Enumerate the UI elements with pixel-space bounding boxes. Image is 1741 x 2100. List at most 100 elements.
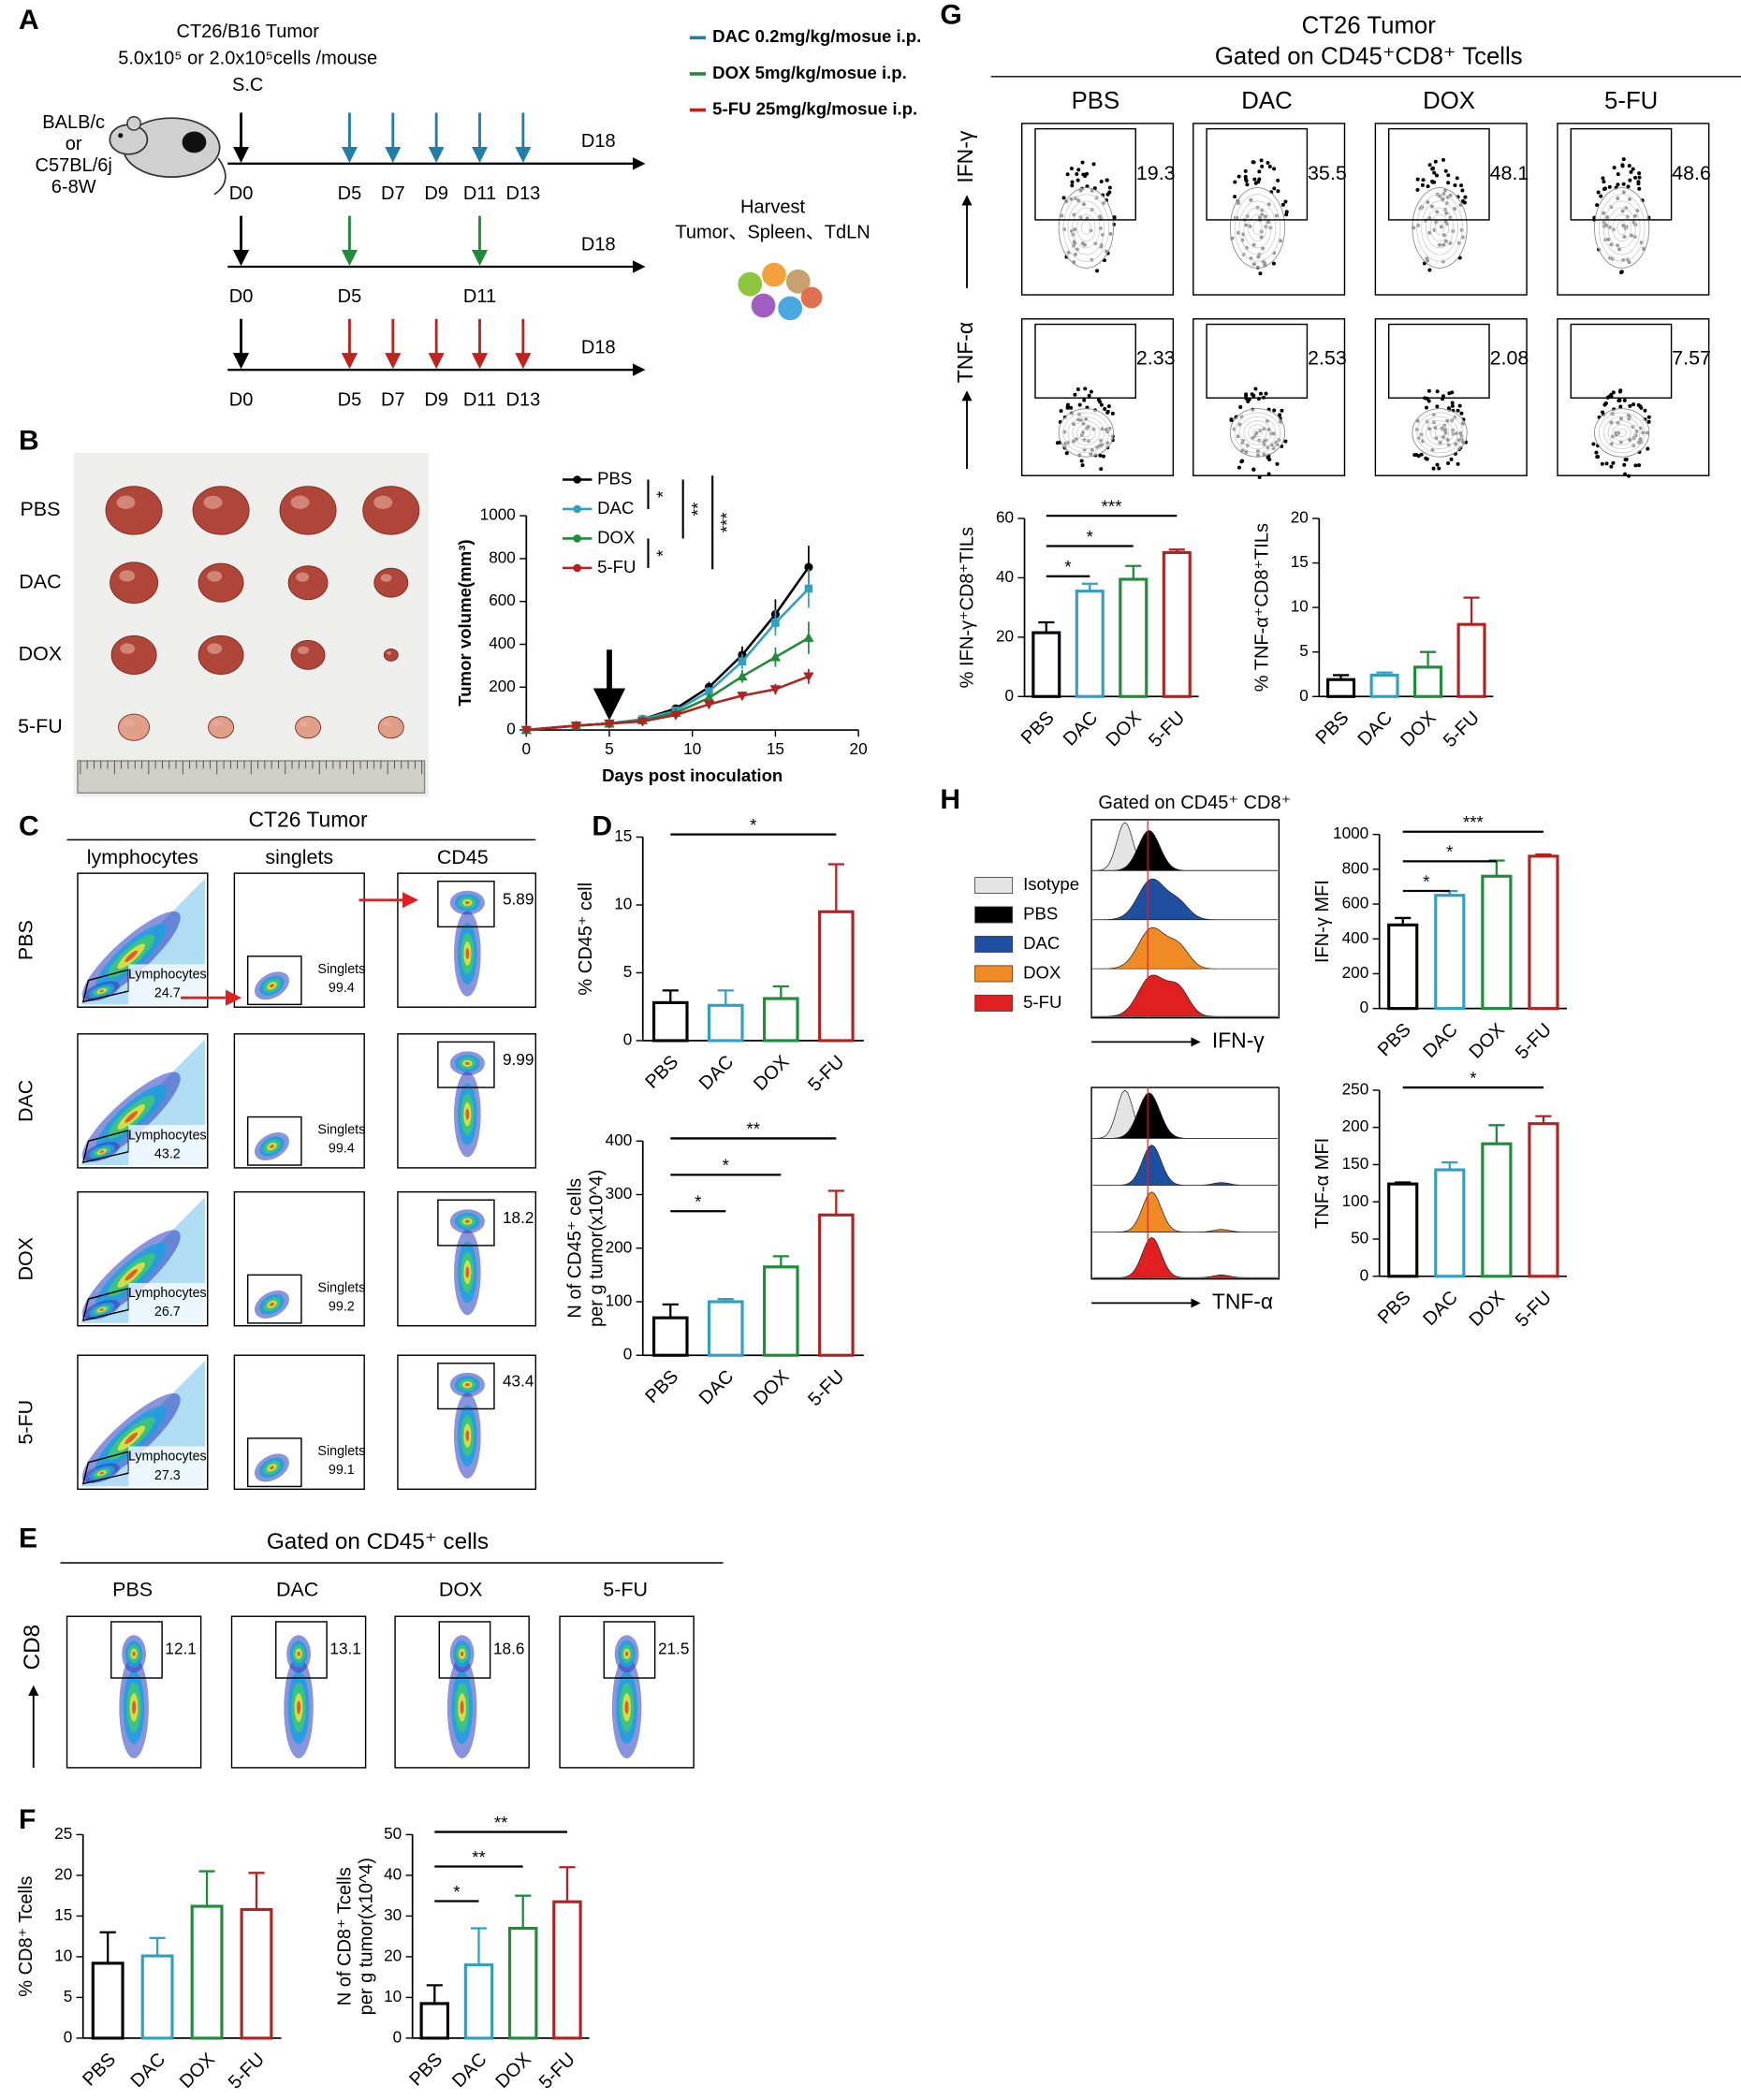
tumor xyxy=(192,486,250,535)
column-header: DAC xyxy=(1241,88,1292,114)
tumor-text: S.C xyxy=(232,75,263,95)
event xyxy=(1412,453,1417,458)
harvest-text: Harvest xyxy=(740,197,805,217)
tumor-highlight xyxy=(373,495,393,509)
series-line xyxy=(526,675,810,732)
legend-label: DAC xyxy=(1023,933,1060,953)
density xyxy=(99,1150,105,1154)
x-tick-label: PBS xyxy=(641,1366,682,1407)
y-axis-label: % CD45⁺ cell xyxy=(576,882,596,996)
point xyxy=(804,562,813,572)
gate-label-bg xyxy=(128,1282,207,1323)
y-tick-label: 250 xyxy=(1342,1079,1369,1098)
density xyxy=(624,1651,629,1656)
tumor-highlight xyxy=(387,650,392,655)
tumor-highlight xyxy=(207,571,223,582)
event xyxy=(1427,268,1432,272)
gate-name: Singlets xyxy=(317,1280,365,1295)
tumor xyxy=(287,565,329,601)
event xyxy=(1637,463,1642,468)
event xyxy=(1069,405,1074,410)
event xyxy=(1101,454,1105,459)
histogram xyxy=(1092,926,1278,970)
significance-label: * xyxy=(723,1156,729,1175)
gate-value: 99.2 xyxy=(329,1299,355,1314)
y-tick-label: 400 xyxy=(606,1130,633,1149)
point xyxy=(738,657,747,666)
panel-letter: A xyxy=(19,5,39,36)
density xyxy=(124,1111,139,1123)
tumor xyxy=(377,716,404,739)
event xyxy=(1609,464,1614,469)
x-tick-label: 5-FU xyxy=(804,1366,848,1410)
event xyxy=(1251,467,1256,472)
event xyxy=(1257,474,1262,479)
y-tick-label: 0 xyxy=(1360,1265,1369,1284)
event xyxy=(1627,164,1631,168)
event xyxy=(1456,408,1460,413)
event xyxy=(1106,404,1111,409)
event xyxy=(1639,405,1644,410)
event xyxy=(1431,466,1436,471)
event xyxy=(1419,452,1424,457)
gate-value: 2.33 xyxy=(1136,346,1176,369)
axis-label: IFN-γ xyxy=(1212,1028,1265,1052)
event xyxy=(1236,174,1241,179)
event xyxy=(1112,216,1117,221)
event xyxy=(1441,394,1445,399)
tumor xyxy=(110,634,157,675)
x-tick-label: DAC xyxy=(1419,1288,1461,1330)
gate-value: 9.99 xyxy=(503,1050,534,1069)
tumor-highlight xyxy=(296,572,310,582)
legend-swatch xyxy=(974,877,1014,895)
event xyxy=(1272,186,1277,191)
y-tick-label: 10 xyxy=(54,1946,72,1964)
y-tick-label: 0 xyxy=(1299,686,1309,705)
point xyxy=(769,651,782,662)
event xyxy=(1055,441,1060,445)
end-day-label: D18 xyxy=(581,131,616,152)
tumor xyxy=(198,562,244,603)
panel-letter: G xyxy=(940,0,961,30)
y-tick-label: 200 xyxy=(1342,1116,1369,1135)
legend-label: 5-FU xyxy=(1023,992,1061,1012)
bar xyxy=(818,910,855,1043)
point xyxy=(803,632,814,642)
x-tick-label: DOX xyxy=(1466,1288,1509,1331)
y-tick-label: 20 xyxy=(1291,508,1309,527)
column-header: CD45 xyxy=(437,846,489,868)
event xyxy=(1633,175,1638,180)
gate-value: 48.1 xyxy=(1490,162,1529,184)
event xyxy=(1267,458,1272,462)
y-tick-label: 5 xyxy=(1299,641,1309,660)
event xyxy=(1426,399,1431,403)
event xyxy=(1079,459,1084,463)
event xyxy=(1099,467,1104,472)
event xyxy=(1435,404,1440,409)
gate-value: 18.6 xyxy=(493,1640,524,1658)
gate-value: 99.1 xyxy=(329,1463,355,1478)
strain-text: C57BL/6j xyxy=(36,155,112,176)
event xyxy=(1620,163,1625,168)
event xyxy=(1095,269,1100,273)
event xyxy=(1259,158,1264,163)
axis-label: CD8 xyxy=(20,1625,45,1670)
density xyxy=(465,1430,470,1442)
event xyxy=(1233,180,1237,184)
event xyxy=(1098,453,1103,458)
photo-row-label: PBS xyxy=(20,498,60,520)
day-label: D13 xyxy=(505,183,540,204)
contour xyxy=(1229,408,1286,458)
x-tick-label: 5-FU xyxy=(535,2049,579,2093)
event xyxy=(1276,189,1280,194)
event xyxy=(1075,387,1080,392)
event xyxy=(1622,462,1627,467)
y-axis-label: % IFN-γ⁺CD8⁺TILs xyxy=(958,527,978,688)
gate-name: Lymphocytes xyxy=(128,1450,207,1465)
tumor-highlight xyxy=(203,495,223,509)
event xyxy=(1450,401,1455,405)
density xyxy=(270,1145,274,1148)
event xyxy=(1061,196,1066,200)
legend-swatch xyxy=(974,965,1014,983)
